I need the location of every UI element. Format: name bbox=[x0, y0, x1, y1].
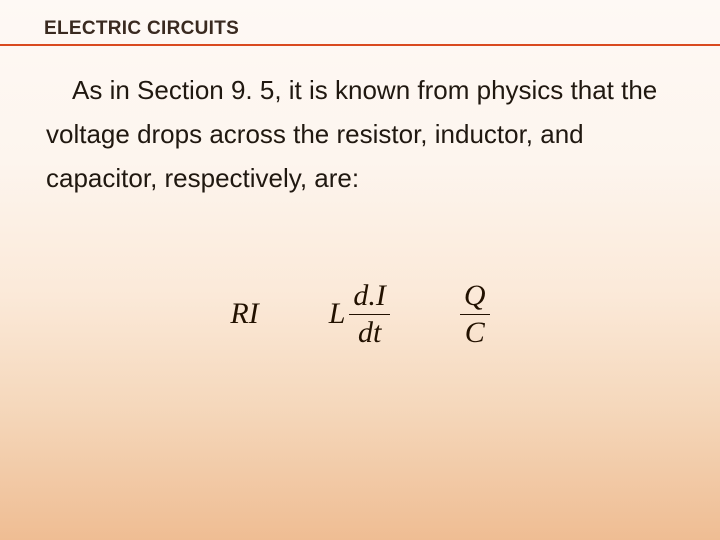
header-divider bbox=[0, 44, 720, 46]
frac-bot-d: d bbox=[358, 316, 373, 349]
fraction-dI-dt: d.I dt bbox=[349, 280, 390, 349]
frac-bot-t: t bbox=[373, 316, 381, 349]
fraction-Q-C: Q C bbox=[460, 280, 490, 349]
symbol-L: L bbox=[329, 297, 346, 331]
body-paragraph: As in Section 9. 5, it is known from phy… bbox=[46, 68, 686, 201]
formula-resistor: RI bbox=[230, 297, 258, 331]
formula-row: RI L d.I dt Q C bbox=[230, 280, 489, 349]
frac-top-d: d. bbox=[353, 279, 376, 312]
body-text-content: As in Section 9. 5, it is known from phy… bbox=[46, 75, 657, 193]
frac-top-I: I bbox=[376, 279, 386, 312]
symbol-R: R bbox=[230, 297, 248, 331]
fraction-line-icon bbox=[349, 314, 390, 316]
formula-inductor: L d.I dt bbox=[329, 280, 390, 349]
symbol-Q: Q bbox=[460, 280, 490, 312]
slide-title: ELECTRIC CIRCUITS bbox=[44, 18, 239, 40]
fraction-line-icon bbox=[460, 314, 490, 316]
formula-row-container: RI L d.I dt Q C bbox=[0, 280, 720, 349]
symbol-I: I bbox=[249, 297, 259, 331]
symbol-C: C bbox=[461, 317, 489, 349]
formula-capacitor: Q C bbox=[460, 280, 490, 349]
